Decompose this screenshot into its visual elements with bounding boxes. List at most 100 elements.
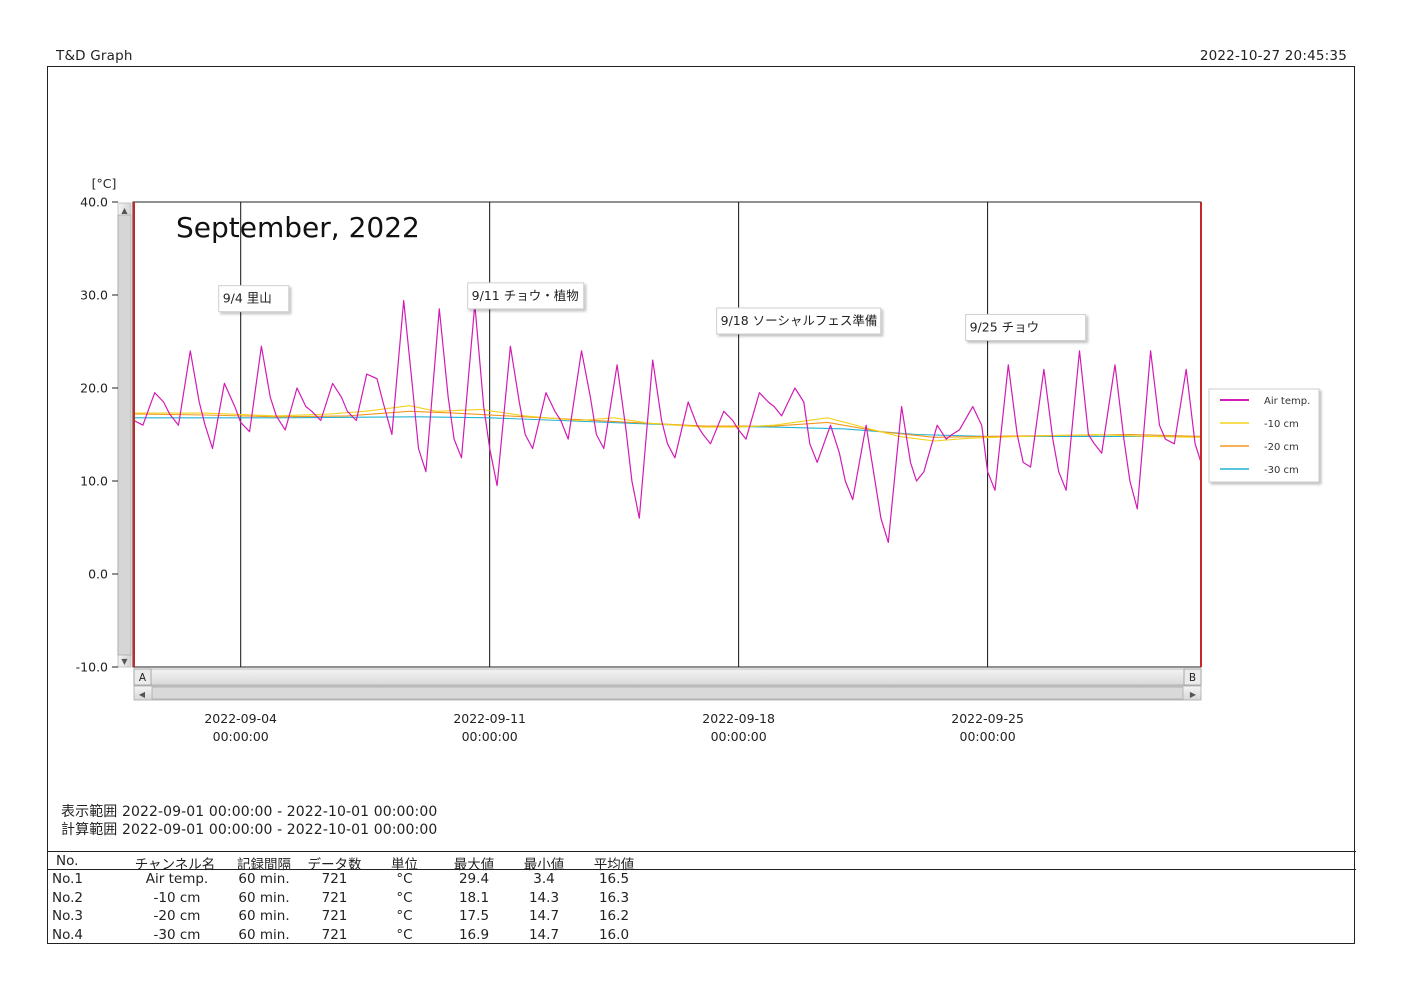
table-cell: No.3 [52,908,84,925]
table-cell: 16.5 [598,871,630,887]
annotation[interactable]: 9/4 里山 [218,285,290,313]
scroll-down-icon[interactable]: ▼ [121,657,128,666]
legend: Air temp. -10 cm -20 cm -30 cm [1208,388,1320,483]
table-cell: No.2 [52,889,84,906]
annotation-box [218,285,290,313]
table-cell: -10 cm [153,889,201,906]
table-cell: 721 [321,889,348,906]
table-cell: °C [396,889,413,906]
table-cell: 29.4 [458,871,490,887]
table-cell: 60 min. [238,889,290,906]
page-frame [47,66,1355,944]
y-tick-label: 10.0 [80,474,108,489]
table-cell: 721 [321,871,348,887]
table-cell: No.1 [52,871,84,887]
legend-box [1208,388,1320,483]
annotation-label: 9/25 チョウ [970,319,1040,334]
x-axis: 2022-09-04 00:00:00 2022-09-11 00:00:00 2022… [204,711,1024,744]
annotation-label: 9/18 ソーシャルフェス準備 [721,313,878,328]
series-layer [133,300,1202,544]
table-cell: 60 min. [238,908,290,925]
annotation-box [716,307,882,335]
cursor-bar[interactable] [133,668,1202,686]
table-cell: 16.3 [598,889,630,906]
table-cell: 721 [321,908,348,925]
y-tick-label: 30.0 [80,288,108,303]
x-tick-date: 2022-09-18 [702,711,775,726]
annotation-label: 9/4 里山 [223,291,272,306]
table-header-row: No. チャンネル名 記録間隔 データ数 単位 最大値 最小値 平均値 [47,851,1356,873]
display-range: 表示範囲 2022-09-01 00:00:00 - 2022-10-01 00… [61,804,438,820]
calc-range: 計算範囲 2022-09-01 00:00:00 - 2022-10-01 00… [61,822,438,838]
table-row: No.2 -10 cm 60 min. 721 °C 18.1 14.3 16.3 [47,889,1356,908]
table-header-cell: 最小値 [523,857,565,873]
y-axis-unit: [°C] [92,176,117,191]
table-row: No.1 Air temp. 60 min. 721 °C 29.4 3.4 16.5 [47,870,1356,889]
table-cell: 60 min. [238,871,290,887]
table-cell: 17.5 [458,908,490,925]
scroll-up-icon[interactable]: ▲ [121,206,128,215]
x-tick-time: 00:00:00 [711,729,767,744]
table-cell: 14.3 [528,889,560,906]
table-cell: 16.0 [598,926,630,943]
annotation-box [467,282,585,310]
cursor-a-label: A [139,672,147,684]
table-header-cell: データ数 [307,857,362,873]
table-cell: °C [396,871,413,887]
scroll-right-icon[interactable]: ▶ [1190,690,1197,699]
scroll-left-icon[interactable]: ◀ [139,690,146,699]
annotation[interactable]: 9/18 ソーシャルフェス準備 [716,307,882,335]
x-tick-time: 00:00:00 [213,729,269,744]
table-header-cell: チャンネル名 [134,857,216,873]
table-cell: 3.4 [533,871,555,887]
y-tick-label: 0.0 [88,567,108,582]
legend-label: -10 cm [1264,419,1299,430]
x-tick-date: 2022-09-04 [204,711,277,726]
legend-label: Air temp. [1264,396,1310,407]
table-cell: 721 [321,926,348,943]
x-tick-date: 2022-09-25 [951,711,1024,726]
table-cell: -20 cm [153,908,201,925]
app-title: T&D Graph [56,48,133,64]
annotation-label: 9/11 チョウ・植物 [472,288,579,303]
table-header-cell: 単位 [391,857,418,873]
annotation[interactable]: 9/11 チョウ・植物 [467,282,585,310]
annotations: 9/4 里山 9/11 チョウ・植物 9/18 ソーシャルフェス準備 9/25 チョウ [218,282,1087,341]
vertical-scrollbar-thumb[interactable] [117,214,132,656]
y-tick-label: -10.0 [76,660,108,675]
table-cell: °C [396,926,413,943]
table-row: No.3 -20 cm 60 min. 721 °C 17.5 14.7 16.2 [47,907,1356,926]
cursor-a-handle[interactable] [133,668,152,686]
table-cell: 18.1 [458,889,490,906]
table-row: No.4 -30 cm 60 min. 721 °C 16.9 14.7 16.0 [47,926,1356,945]
cursor-b-label: B [1189,672,1196,684]
table-header-cell: 平均値 [593,857,635,873]
plot-area [132,201,1202,668]
table-header-cell: 最大値 [453,857,495,873]
y-tick-label: 20.0 [80,381,108,396]
cursor-b-handle[interactable] [1183,668,1202,686]
table-cell: 60 min. [238,926,290,943]
table-cell: 16.9 [458,926,490,943]
grid-lines [240,202,989,667]
series-line-1 [133,300,1202,544]
table-cell: 14.7 [528,926,560,943]
x-tick-date: 2022-09-11 [453,711,526,726]
legend-label: -30 cm [1264,465,1299,476]
legend-label: -20 cm [1264,442,1299,453]
x-tick-time: 00:00:00 [462,729,518,744]
x-tick-time: 00:00:00 [960,729,1016,744]
table-cell: 14.7 [528,908,560,925]
stats-table: No. チャンネル名 記録間隔 データ数 単位 最大値 最小値 平均値 No.1 Air temp… [47,851,1356,944]
annotation[interactable]: 9/25 チョウ [965,313,1087,341]
table-header-cell: 記録間隔 [237,857,291,873]
chart-title: September, 2022 [176,211,420,244]
annotation-box [965,313,1087,341]
print-timestamp: 2022-10-27 20:45:35 [1199,48,1347,64]
table-cell: Air temp. [145,871,209,887]
table-cell: 16.2 [598,908,630,925]
table-header-cell: No. [56,853,79,869]
horizontal-scrollbar-thumb[interactable] [151,686,1184,700]
table-cell: -30 cm [153,926,201,943]
